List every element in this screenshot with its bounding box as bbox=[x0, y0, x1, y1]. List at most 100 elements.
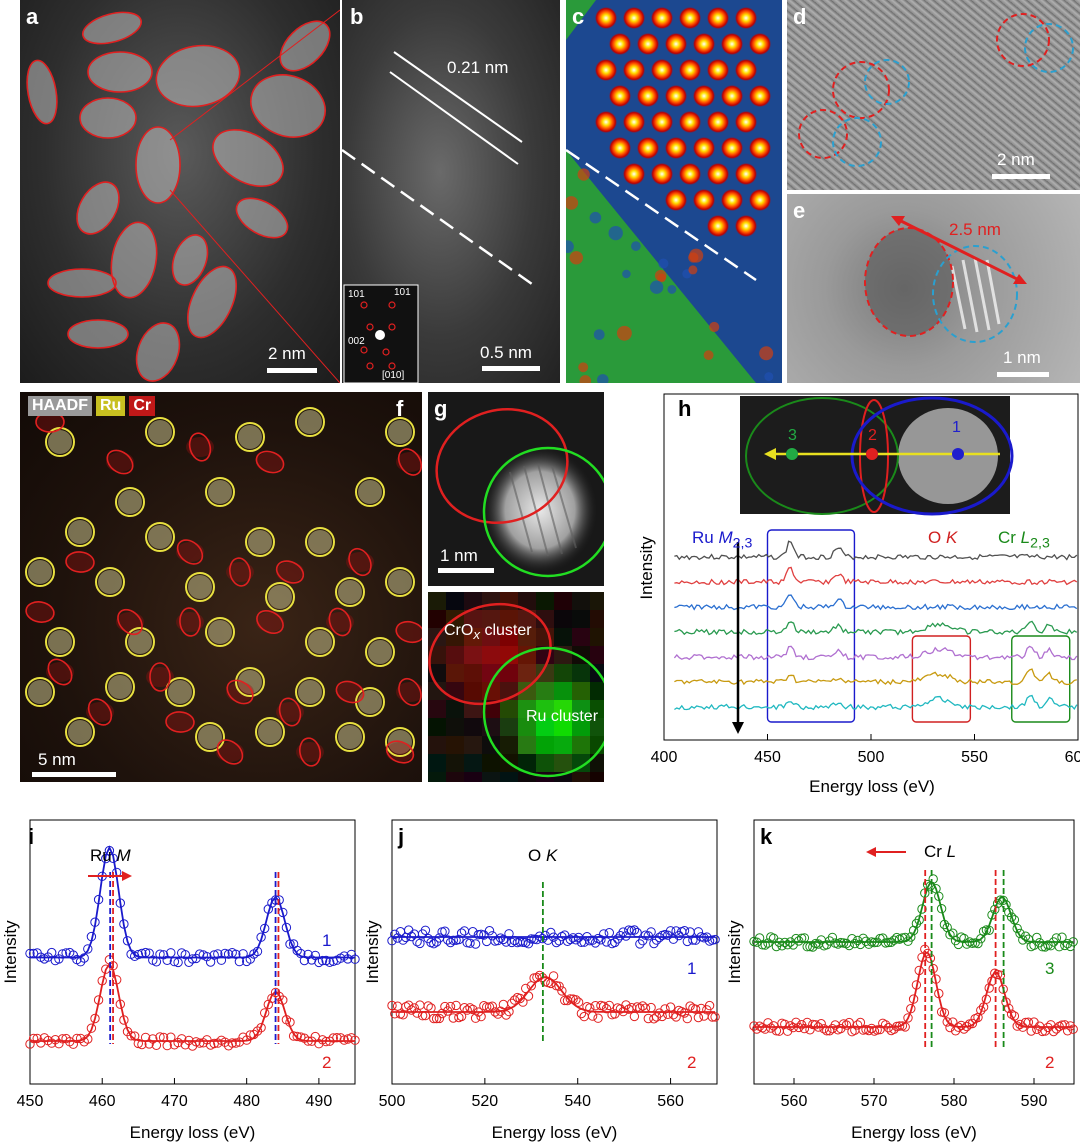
data-point bbox=[392, 1001, 403, 1011]
cluster-blob bbox=[238, 425, 262, 449]
data-point bbox=[54, 1039, 64, 1049]
data-point bbox=[420, 925, 431, 936]
data-point bbox=[571, 935, 581, 945]
atom-column bbox=[665, 33, 687, 55]
spectrum-line bbox=[674, 620, 1078, 636]
ru-cluster-outline bbox=[65, 717, 95, 747]
cr-cluster-outline bbox=[298, 737, 322, 767]
map-pixel bbox=[446, 592, 464, 610]
panel-letter-a: a bbox=[26, 4, 39, 29]
data-point bbox=[945, 930, 955, 940]
atom-column bbox=[651, 59, 673, 81]
data-point bbox=[504, 929, 514, 939]
inset-interface-outline bbox=[859, 399, 889, 513]
data-point bbox=[604, 1000, 615, 1011]
atom-column bbox=[707, 59, 729, 81]
panel-g-map-overlay bbox=[428, 592, 604, 782]
panel-letter-j: j bbox=[398, 824, 405, 849]
ru-cluster-outline bbox=[65, 517, 95, 547]
cr-cluster-outline bbox=[395, 620, 422, 644]
shift-arrowhead bbox=[122, 871, 132, 881]
size-arrow-head-left bbox=[891, 216, 905, 226]
panel-f-overlay bbox=[25, 407, 422, 767]
data-point bbox=[903, 1013, 913, 1023]
data-point bbox=[28, 1033, 39, 1044]
data-point bbox=[398, 1010, 408, 1020]
map-pixel bbox=[572, 682, 590, 700]
map-pixel bbox=[482, 664, 500, 682]
amorphous-spot bbox=[654, 269, 667, 282]
data-point bbox=[537, 933, 548, 944]
atom-column bbox=[735, 163, 757, 185]
data-point bbox=[423, 1001, 433, 1011]
map-pixel bbox=[590, 592, 604, 610]
x-tick-label: 470 bbox=[161, 1093, 188, 1110]
ru-cluster-outline bbox=[245, 527, 275, 557]
data-point bbox=[660, 1004, 670, 1014]
atom-column bbox=[693, 85, 715, 107]
map-pixel bbox=[446, 628, 464, 646]
cluster-blob bbox=[258, 720, 282, 744]
map-pixel bbox=[518, 772, 536, 782]
cr-rich-region bbox=[106, 452, 134, 472]
panel-letter-g: g bbox=[434, 396, 448, 421]
cluster-blob bbox=[248, 530, 272, 554]
data-point bbox=[760, 940, 770, 950]
ru-cluster-outline bbox=[115, 487, 145, 517]
data-point bbox=[629, 1011, 640, 1022]
plot-frame bbox=[391, 819, 718, 1085]
data-point bbox=[763, 938, 773, 948]
atom-column bbox=[721, 85, 743, 107]
data-point bbox=[690, 1004, 701, 1014]
data-point bbox=[454, 934, 464, 945]
data-point bbox=[227, 1038, 237, 1048]
data-point bbox=[180, 950, 191, 960]
data-point bbox=[621, 931, 631, 941]
cr-rich-region bbox=[256, 612, 284, 632]
map-pixel bbox=[446, 772, 464, 782]
cr-rich-region bbox=[396, 682, 422, 702]
plot-frame bbox=[753, 819, 1075, 1085]
cr-rich-region bbox=[256, 452, 284, 472]
panel-letter-f: f bbox=[396, 396, 404, 421]
cr-rich-region bbox=[276, 562, 304, 582]
data-point bbox=[465, 938, 475, 948]
scale-bar-f bbox=[32, 772, 116, 777]
data-point bbox=[635, 939, 645, 949]
map-pixel bbox=[572, 700, 590, 718]
data-point bbox=[593, 1013, 603, 1023]
data-point bbox=[585, 1003, 595, 1013]
data-point bbox=[587, 1011, 598, 1021]
data-point bbox=[317, 955, 328, 966]
cr-cluster-outline bbox=[165, 711, 195, 733]
lattice-spacing-label: 0.21 nm bbox=[447, 58, 509, 77]
ru-cluster-outline bbox=[295, 677, 325, 707]
atom-column bbox=[721, 33, 743, 55]
y-axis-label: Intensity bbox=[363, 920, 382, 984]
data-point bbox=[346, 949, 357, 960]
x-tick-label: 560 bbox=[657, 1093, 684, 1110]
cluster-blob bbox=[98, 570, 122, 594]
data-point bbox=[959, 1024, 969, 1034]
cro-cluster-outline bbox=[435, 408, 569, 524]
cluster-blob bbox=[108, 675, 132, 699]
series-label: 1 bbox=[322, 931, 331, 950]
fft-spots bbox=[360, 301, 396, 370]
data-point bbox=[573, 997, 584, 1007]
data-point bbox=[685, 927, 695, 937]
data-point bbox=[86, 1023, 97, 1033]
data-point bbox=[571, 995, 581, 1005]
data-point bbox=[470, 939, 481, 949]
ru-cluster-outline bbox=[25, 677, 55, 707]
cluster-blob bbox=[68, 720, 92, 744]
x-tick-label: 520 bbox=[472, 1093, 499, 1110]
cluster-blobs bbox=[26, 410, 422, 762]
map-pixel bbox=[464, 592, 482, 610]
data-point bbox=[448, 935, 459, 946]
panel-a-haadf-image: a 2 nm bbox=[20, 0, 340, 383]
amorphous-spot bbox=[593, 329, 605, 341]
fft-label-002: 002 bbox=[348, 336, 365, 347]
ru-cluster-outline bbox=[95, 567, 125, 597]
ru-cluster-outline bbox=[335, 722, 365, 752]
data-point bbox=[1015, 1019, 1025, 1030]
